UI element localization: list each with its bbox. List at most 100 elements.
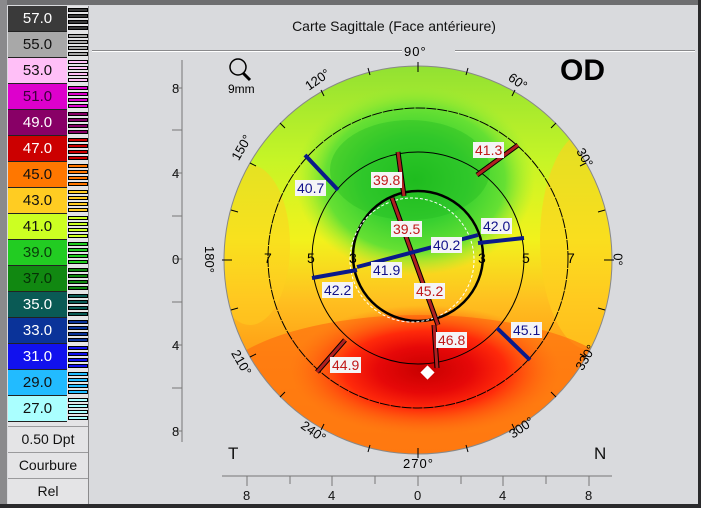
legend-stripe: [68, 352, 88, 356]
legend-step: 55.0: [8, 32, 67, 58]
legend-step: 39.0: [8, 240, 67, 266]
legend-stripe: [68, 156, 88, 160]
ring-label: 7: [264, 250, 272, 266]
y-tick-label: 4: [172, 338, 180, 353]
mode-button[interactable]: Courbure: [8, 452, 88, 477]
title-divider-right: [455, 50, 695, 52]
legend-stripe: [68, 320, 88, 324]
legend-stripe: [68, 312, 88, 316]
ring-5mm: [311, 151, 525, 365]
legend-stripe: [68, 8, 88, 12]
value-steep-mid-top: 39.8: [371, 172, 403, 188]
legend-stripe: [68, 300, 88, 304]
value-steep-inner-top: 39.5: [391, 221, 423, 237]
legend-stripe: [68, 378, 88, 382]
legend-stripe: [68, 208, 88, 212]
step-size-button[interactable]: 0.50 Dpt: [8, 426, 88, 451]
legend-step: 53.0: [8, 58, 67, 84]
legend-step: 27.0: [8, 396, 67, 422]
legend-stripe: [68, 242, 88, 246]
value-outer-upper-right: 41.3: [473, 142, 505, 158]
legend-stripe: [68, 118, 88, 122]
y-tick-label: 8: [172, 424, 180, 439]
legend-step: 47.0: [8, 136, 67, 162]
y-tick-label: 4: [172, 166, 180, 181]
ring-7mm: [267, 107, 569, 409]
legend-stripe: [68, 112, 88, 116]
legend-stripe: [68, 20, 88, 24]
legend-stripe: [68, 144, 88, 148]
legend-step: 41.0: [8, 214, 67, 240]
legend-stripe: [68, 52, 88, 56]
legend-stripe: [68, 60, 88, 64]
legend-stripe: [68, 98, 88, 102]
x-tick-label: 4: [499, 488, 507, 503]
legend-stripe: [68, 234, 88, 238]
value-outer-upper-left: 40.7: [295, 180, 327, 196]
legend-step: 35.0: [8, 292, 67, 318]
legend-stripe: [68, 274, 88, 278]
legend-step: 43.0: [8, 188, 67, 214]
legend-stripe: [68, 86, 88, 90]
window-frame-left: [0, 0, 7, 508]
color-map: [224, 66, 612, 454]
legend-stripe: [68, 26, 88, 30]
x-tick-label: 0: [414, 488, 422, 503]
apex-marker: [420, 365, 435, 380]
legend-step: 49.0: [8, 110, 67, 136]
scale-button[interactable]: Rel: [8, 478, 88, 503]
legend-stripe: [68, 338, 88, 342]
title-divider-left: [92, 50, 402, 52]
legend-stripe: [68, 326, 88, 330]
legend-stripe: [68, 404, 88, 408]
legend-stripe: [68, 182, 88, 186]
x-tick-label: 8: [585, 488, 593, 503]
flat-meridian: [303, 153, 532, 362]
value-flat-mid-right: 42.0: [481, 218, 513, 234]
legend-step: 33.0: [8, 318, 67, 344]
legend-stripe: [68, 104, 88, 108]
window-frame-bottom: [0, 504, 701, 508]
legend-stripe: [68, 170, 88, 174]
legend-stripe: [68, 14, 88, 18]
legend-stripe: [68, 92, 88, 96]
color-scale-legend: 57.0 55.0 53.0 51.0 49.0 47.0 45.0 43.0 41.0 39.0…: [8, 6, 89, 504]
legend-stripe: [68, 40, 88, 44]
legend-stripe: [68, 138, 88, 142]
legend-stripe: [68, 216, 88, 220]
x-tick-label: 8: [243, 488, 251, 503]
value-flat-inner-right: 40.2: [431, 237, 463, 253]
legend-stripe: [68, 72, 88, 76]
legend-stripe: [68, 46, 88, 50]
legend-stripe: [68, 372, 88, 376]
legend-stripe: [68, 34, 88, 38]
eye-label: OD: [560, 54, 605, 87]
angle-label-180: 180°: [201, 246, 217, 273]
legend-stripe: [68, 124, 88, 128]
y-tick-label: 0: [172, 252, 180, 267]
value-flat-mid-left: 42.2: [322, 282, 354, 298]
legend-step: 51.0: [8, 84, 67, 110]
legend-stripe: [68, 254, 88, 258]
y-axis: [172, 60, 183, 442]
legend-stripe: [68, 228, 88, 232]
ring-label: 3: [478, 250, 486, 266]
legend-stripe: [68, 260, 88, 264]
legend-stripe: [68, 202, 88, 206]
legend-stripe: [68, 384, 88, 388]
value-outer-lower-right: 45.1: [511, 322, 543, 338]
legend-stripe: [68, 410, 88, 414]
legend-stripe: [68, 346, 88, 350]
window-frame-top: [0, 0, 701, 5]
angle-label-270: 270°: [403, 456, 434, 471]
legend-stripe: [68, 150, 88, 154]
magnifier-icon[interactable]: [226, 56, 258, 84]
legend-stripe: [68, 390, 88, 394]
legend-stripe: [68, 306, 88, 310]
legend-stripe: [68, 190, 88, 194]
legend-stripe: [68, 364, 88, 368]
map-title: Carte Sagittale (Face antérieure): [292, 18, 496, 34]
legend-stripe: [68, 294, 88, 298]
legend-stripe: [68, 130, 88, 134]
